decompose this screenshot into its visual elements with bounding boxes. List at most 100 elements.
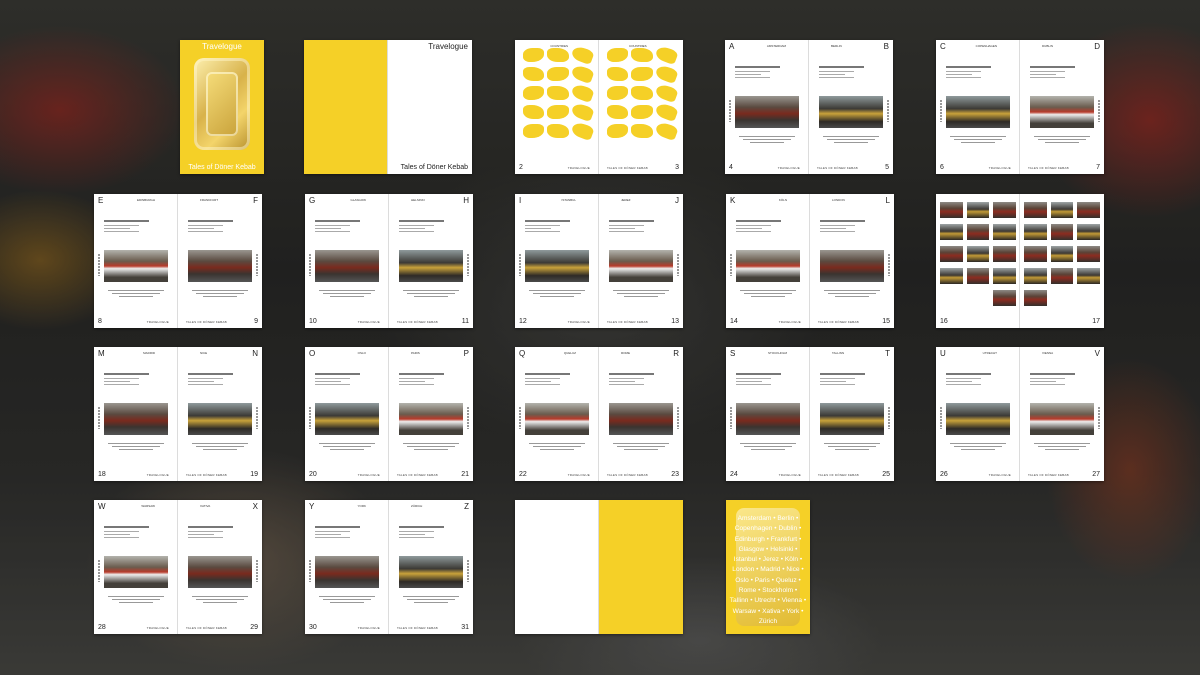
city-page-n: N NICE TALES OF DÖNER KEBAB 19 [178, 347, 262, 481]
endpaper-page-left [515, 500, 599, 634]
title-spread[interactable]: Travelogue Tales of Döner Kebab [304, 40, 472, 174]
vertical-caption [1098, 407, 1100, 429]
cover-title: Travelogue [202, 42, 242, 51]
page-number: 30 [309, 624, 317, 631]
shop-address [188, 373, 252, 387]
city-letter: O [309, 349, 316, 358]
city-letter: W [98, 502, 106, 511]
footer-label: TRAVELOGUE [357, 626, 380, 630]
city-spread-ij[interactable]: I ISTANBUL TRAVELOGUE 12 J JEREZ TALES OF DÖNE… [515, 194, 683, 328]
page-number: 26 [940, 471, 948, 478]
city-page-l: L LONDON TALES OF DÖNER KEBAB 15 [810, 194, 894, 328]
footer-label: TRAVELOGUE [146, 320, 169, 324]
city-spread-yz[interactable]: Y YORK TRAVELOGUE 30 Z ZÜRICH TALES OF DÖNER K… [305, 500, 473, 634]
page-number: 2 [519, 164, 523, 171]
shopfront-photo [315, 556, 379, 588]
shop-address [736, 373, 800, 387]
shop-address [315, 373, 379, 387]
city-letter: M [98, 349, 105, 358]
city-name: MADRID [143, 351, 155, 355]
city-name: WARSAW [141, 504, 155, 508]
city-page-w: W WARSAW TRAVELOGUE 28 [94, 500, 178, 634]
shop-quote [529, 443, 585, 452]
city-spread-uv[interactable]: U UTRECHT TRAVELOGUE 26 V VIENNA TALES OF DÖNE… [936, 347, 1104, 481]
city-page-t: T TALLINN TALES OF DÖNER KEBAB 25 [810, 347, 894, 481]
vertical-caption [309, 407, 311, 429]
photo-grid-spread[interactable]: 16 17 [936, 194, 1104, 328]
city-page-r: R ROME TALES OF DÖNER KEBAB 23 [599, 347, 683, 481]
shop-address [609, 373, 673, 387]
page-number: 28 [98, 624, 106, 631]
city-spread-gh[interactable]: G GLASGOW TRAVELOGUE 10 H HELSINKI TALES OF DÖ… [305, 194, 473, 328]
page-number: 20 [309, 471, 317, 478]
page-number: 10 [309, 318, 317, 325]
footer-label: TALES OF DÖNER KEBAB [186, 626, 227, 630]
city-page-z: Z ZÜRICH TALES OF DÖNER KEBAB 31 [389, 500, 473, 634]
city-name: KÖLN [778, 198, 787, 202]
city-name: GLASGOW [350, 198, 366, 202]
countries-heading: COUNTRIES [629, 44, 647, 48]
city-page-g: G GLASGOW TRAVELOGUE 10 [305, 194, 389, 328]
city-letter: T [885, 349, 890, 358]
shopfront-photo [188, 250, 252, 282]
countries-spread[interactable]: COUNTRIES TRAVELOGUE 2 COUNTRIES TALES O… [515, 40, 683, 174]
city-letter: J [675, 196, 679, 205]
page-number: 11 [461, 318, 469, 325]
vertical-caption [98, 560, 100, 582]
vertical-caption [309, 560, 311, 582]
page-number: 4 [729, 164, 733, 171]
vertical-caption [467, 254, 469, 276]
shop-quote [319, 290, 375, 299]
city-spread-st[interactable]: S STOCKHOLM TRAVELOGUE 24 T TALLINN TALES OF D… [726, 347, 894, 481]
shopfront-photo [104, 250, 168, 282]
endpaper-spread[interactable] [515, 500, 683, 634]
city-spread-qr[interactable]: Q QUELUZ TRAVELOGUE 22 R ROME TALES OF DÖNER K… [515, 347, 683, 481]
city-page-b: B BERLIN TALES OF DÖNER KEBAB 5 [809, 40, 893, 174]
footer-label: TALES OF DÖNER KEBAB [397, 320, 438, 324]
country-shapes-grid [523, 44, 595, 142]
shop-address [399, 373, 463, 387]
shop-quote [739, 136, 795, 145]
shop-quote [529, 290, 585, 299]
city-spread-mn[interactable]: M MADRID TRAVELOGUE 18 N NICE TALES OF DÖNER K… [94, 347, 262, 481]
city-spread-wx[interactable]: W WARSAW TRAVELOGUE 28 X XATIVA TALES OF DÖNER… [94, 500, 262, 634]
shopfront-photo [188, 556, 252, 588]
back-cover-city-line: Tallinn • Utrecht • Vienna • [729, 597, 807, 605]
countries-page-left: COUNTRIES TRAVELOGUE 2 [515, 40, 599, 174]
back-cover-city-line: London • Madrid • Nice • [732, 566, 804, 574]
page-number: 8 [98, 318, 102, 325]
city-name: BERLIN [831, 44, 842, 48]
back-cover-city-line: Edinburgh • Frankfurt • [734, 535, 802, 543]
shop-address [104, 526, 168, 540]
city-spread-cd[interactable]: C COPENHAGEN TRAVELOGUE 6 D DUBLIN TALES OF DÖ… [936, 40, 1104, 174]
city-letter: X [252, 502, 258, 511]
shop-address [525, 373, 589, 387]
back-cover-city-line: Glasgow • Helsinki • [738, 545, 798, 553]
shop-address [819, 66, 883, 80]
city-letter: C [940, 42, 946, 51]
back-cover-city-line: Warsaw • Xativa • York • [732, 607, 804, 615]
city-letter: V [1094, 349, 1100, 358]
shop-quote [613, 443, 669, 452]
city-spread-ab[interactable]: A AMSTERDAM TRAVELOGUE 4 B BERLIN TALES OF DÖN… [725, 40, 893, 174]
city-page-j: J JEREZ TALES OF DÖNER KEBAB 13 [599, 194, 683, 328]
city-spread-op[interactable]: O OSLO TRAVELOGUE 20 P PARIS TALES OF DÖNER KE… [305, 347, 473, 481]
back-cover[interactable]: Amsterdam • Berlin • Copenhagen • Dublin … [726, 500, 810, 634]
page-number: 7 [1096, 164, 1100, 171]
vertical-caption [730, 407, 732, 429]
page-number: 12 [519, 318, 527, 325]
city-name: FRANKFURT [200, 198, 219, 202]
city-letter: A [729, 42, 735, 51]
city-name: COPENHAGEN [975, 44, 997, 48]
city-page-q: Q QUELUZ TRAVELOGUE 22 [515, 347, 599, 481]
shopfront-photo [735, 96, 799, 128]
city-spread-kl[interactable]: K KÖLN TRAVELOGUE 14 L LONDON TALES OF DÖNER K… [726, 194, 894, 328]
front-cover[interactable]: Travelogue Tales of Döner Kebab [180, 40, 264, 174]
shop-address [399, 220, 463, 234]
vertical-caption [887, 100, 889, 122]
shopfront-photo [736, 250, 800, 282]
city-name: UTRECHT [982, 351, 997, 355]
shop-address [1030, 66, 1094, 80]
city-spread-ef[interactable]: E EDINBURGH TRAVELOGUE 8 F FRANKFURT TALES OF … [94, 194, 262, 328]
shop-quote [192, 596, 248, 605]
